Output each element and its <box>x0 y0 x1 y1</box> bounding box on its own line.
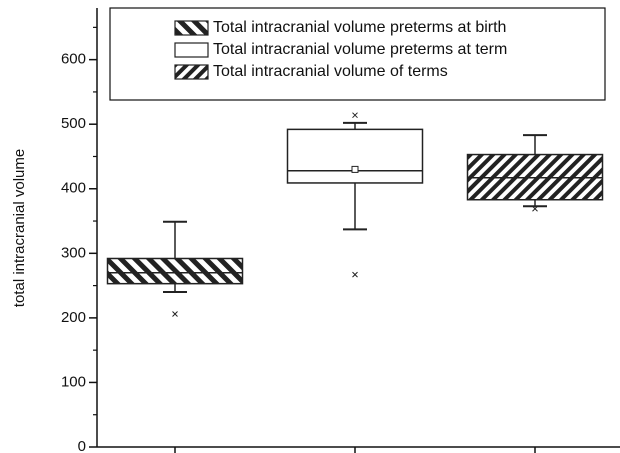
y-tick-label: 200 <box>61 309 86 326</box>
y-tick-label: 100 <box>61 373 86 390</box>
y-tick-label: 0 <box>78 438 86 453</box>
legend-swatch <box>174 42 209 58</box>
legend-swatch <box>174 20 209 36</box>
legend-swatch <box>174 64 209 80</box>
y-axis-label: total intracranial volume <box>11 149 28 307</box>
outlier <box>352 271 358 278</box>
outlier <box>352 112 358 119</box>
box <box>106 257 244 285</box>
y-tick-label: 400 <box>61 180 86 197</box>
y-tick-label: 300 <box>61 244 86 261</box>
outlier <box>172 311 178 317</box>
legend-label: Total intracranial volume preterms at bi… <box>213 19 506 36</box>
legend-label: Total intracranial volume preterms at te… <box>213 41 507 58</box>
y-tick-label: 500 <box>61 115 86 132</box>
outlier <box>532 205 538 212</box>
box <box>286 128 424 184</box>
mean <box>351 165 359 173</box>
legend-label: Total intracranial volume of terms <box>213 63 448 80</box>
y-tick-label: 600 <box>61 51 86 68</box>
